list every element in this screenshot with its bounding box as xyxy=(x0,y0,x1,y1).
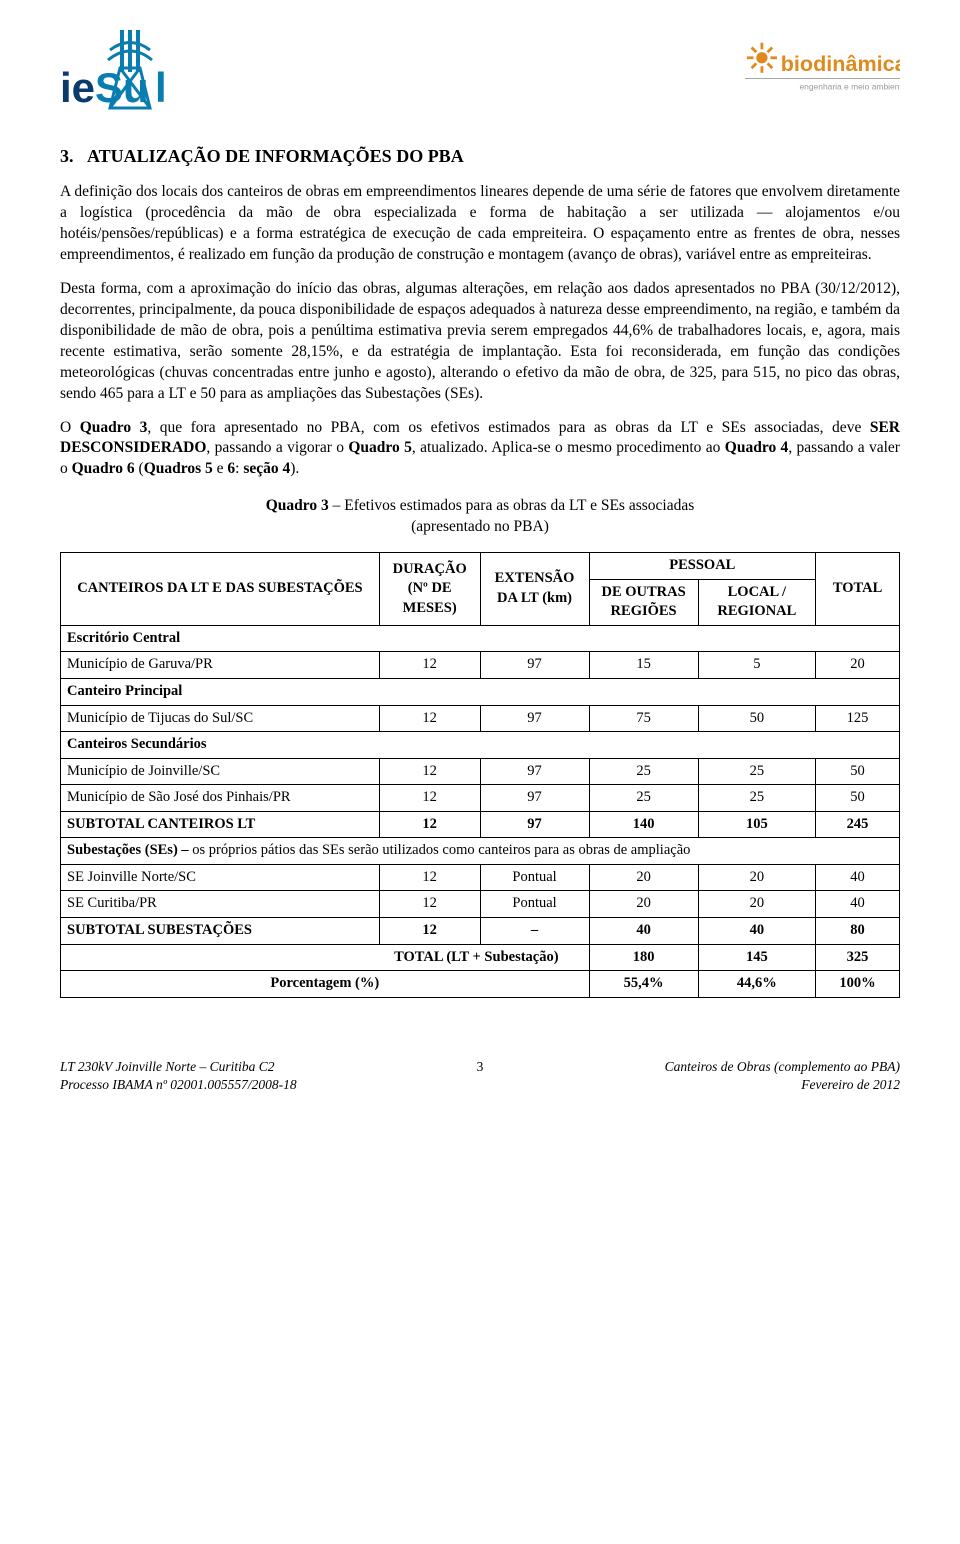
paragraph-1: A definição dos locais dos canteiros de … xyxy=(60,182,900,266)
quadro3-table: CANTEIROS DA LT E DAS SUBESTAÇÕES DURAÇÃ… xyxy=(60,552,900,998)
section-number: 3. xyxy=(60,146,74,166)
th-pessoal: PESSOAL xyxy=(589,553,816,580)
th-duracao: DURAÇÃO (Nº DE MESES) xyxy=(379,553,480,626)
section-title-text: ATUALIZAÇÃO DE INFORMAÇÕES DO PBA xyxy=(87,146,464,166)
section-escritorio-central: Escritório Central xyxy=(61,625,900,652)
footer-right: Canteiros de Obras (complemento ao PBA) … xyxy=(564,1058,900,1094)
th-canteiros: CANTEIROS DA LT E DAS SUBESTAÇÕES xyxy=(61,553,380,626)
svg-text:biodinâmica: biodinâmica xyxy=(781,51,900,76)
quadro3-caption: Quadro 3 – Efetivos estimados para as ob… xyxy=(60,496,900,538)
svg-text:l: l xyxy=(155,64,167,110)
svg-text:ieSu: ieSu xyxy=(60,64,149,110)
subestacoes-note: Subestações (SEs) – os próprios pátios d… xyxy=(61,838,900,865)
th-total: TOTAL xyxy=(816,553,900,626)
biodinamica-logo: biodinâmica engenharia e meio ambiente xyxy=(745,35,900,105)
page-footer: LT 230kV Joinville Norte – Curitiba C2 P… xyxy=(60,1058,900,1094)
section-canteiros-secundarios: Canteiros Secundários xyxy=(61,732,900,759)
th-outras: DE OUTRAS REGIÕES xyxy=(589,579,698,625)
table-row: Município de Joinville/SC 12 97 25 25 50 xyxy=(61,758,900,785)
page-header: ieSu l biodinâmica enge xyxy=(60,30,900,110)
section-canteiro-principal: Canteiro Principal xyxy=(61,678,900,705)
table-row: SE Joinville Norte/SC 12 Pontual 20 20 4… xyxy=(61,864,900,891)
section-heading: 3. ATUALIZAÇÃO DE INFORMAÇÕES DO PBA xyxy=(60,144,900,168)
paragraph-2: Desta forma, com a aproximação do início… xyxy=(60,279,900,405)
th-local: LOCAL / REGIONAL xyxy=(698,579,815,625)
table-row: SE Curitiba/PR 12 Pontual 20 20 40 xyxy=(61,891,900,918)
iesul-logo: ieSu l xyxy=(60,30,215,110)
svg-text:engenharia e meio ambiente: engenharia e meio ambiente xyxy=(799,82,900,92)
subtotal-canteiros-lt: SUBTOTAL CANTEIROS LT 12 97 140 105 245 xyxy=(61,811,900,838)
row-porcentagem: Porcentagem (%) 55,4% 44,6% 100% xyxy=(61,971,900,998)
table-row: Município de Garuva/PR 12 97 15 5 20 xyxy=(61,652,900,679)
row-total: TOTAL (LT + Subestação) 180 145 325 xyxy=(61,944,900,971)
table-row: Município de São José dos Pinhais/PR 12 … xyxy=(61,785,900,812)
th-extensao: EXTENSÃO DA LT (km) xyxy=(480,553,589,626)
footer-left: LT 230kV Joinville Norte – Curitiba C2 P… xyxy=(60,1058,396,1094)
table-row: Município de Tijucas do Sul/SC 12 97 75 … xyxy=(61,705,900,732)
paragraph-3: O Quadro 3, que fora apresentado no PBA,… xyxy=(60,418,900,481)
page-number: 3 xyxy=(477,1058,484,1094)
subtotal-subestacoes: SUBTOTAL SUBESTAÇÕES 12 – 40 40 80 xyxy=(61,918,900,945)
